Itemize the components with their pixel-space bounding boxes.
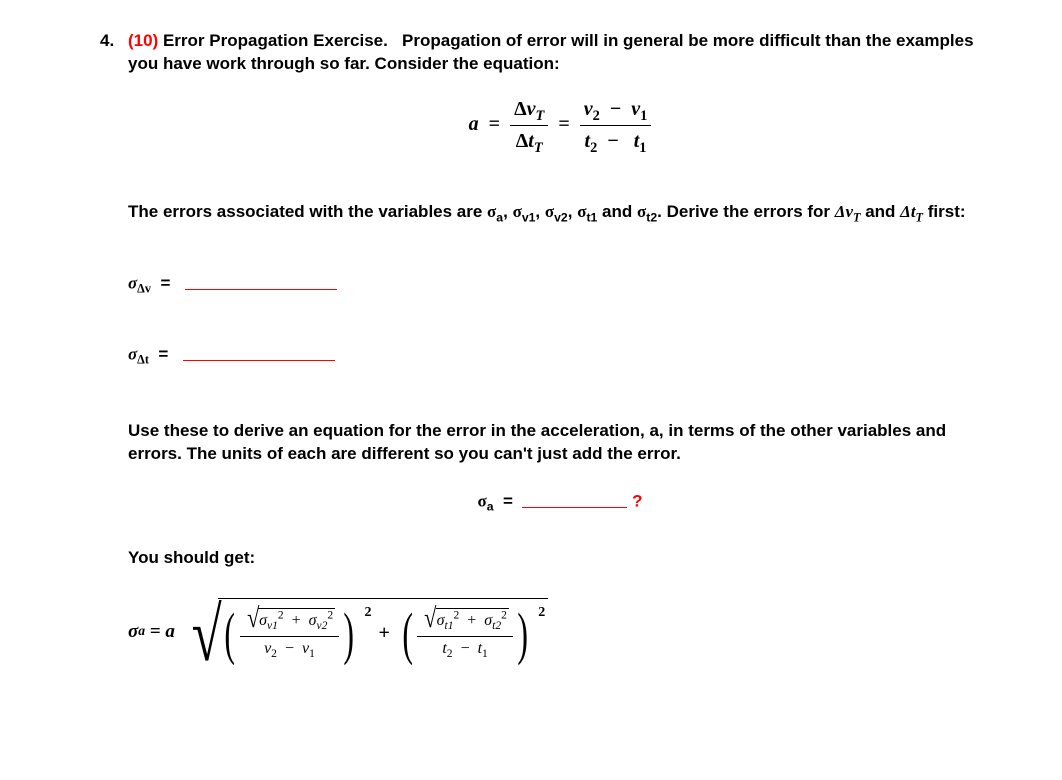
points-label: (10) <box>128 31 158 50</box>
question-mark: ? <box>632 491 642 510</box>
question-title: Error Propagation Exercise. <box>163 31 388 50</box>
sigma-a-row: σa = ? <box>128 490 992 513</box>
answer-blank-a[interactable] <box>522 492 627 508</box>
eq-lhs: a <box>469 113 479 135</box>
main-equation: a = ΔvT ΔtT = v2 − v1 <box>128 96 992 155</box>
term2-group: ( √ σt12 + <box>398 608 544 659</box>
answer-blank-dt[interactable] <box>183 345 335 361</box>
errors-paragraph: The errors associated with the variables… <box>128 201 992 224</box>
equals-sign: = <box>489 113 500 135</box>
should-get-label: You should get: <box>128 547 992 570</box>
question-row: 4. (10) Error Propagation Exercise. Prop… <box>100 30 992 664</box>
answer-blank-dv[interactable] <box>185 274 337 290</box>
frac-dv-dt: ΔvT ΔtT <box>510 96 548 155</box>
use-paragraph: Use these to derive an equation for the … <box>128 420 992 466</box>
question-number: 4. <box>100 30 128 664</box>
final-equation: σa = a √ ( <box>128 598 992 664</box>
question-body: (10) Error Propagation Exercise. Propaga… <box>128 30 992 664</box>
frac-v-t: v2 − v1 t2 − t1 <box>580 96 652 155</box>
term1-group: ( √ σv12 + <box>220 608 370 659</box>
sigma-dv-row: σΔv = <box>128 272 992 295</box>
sqrt-icon: √ <box>191 602 221 668</box>
problem-page: 4. (10) Error Propagation Exercise. Prop… <box>0 0 1062 780</box>
sigma-dt-row: σΔt = <box>128 343 992 366</box>
outer-sqrt: √ ( √ σv <box>180 598 549 664</box>
